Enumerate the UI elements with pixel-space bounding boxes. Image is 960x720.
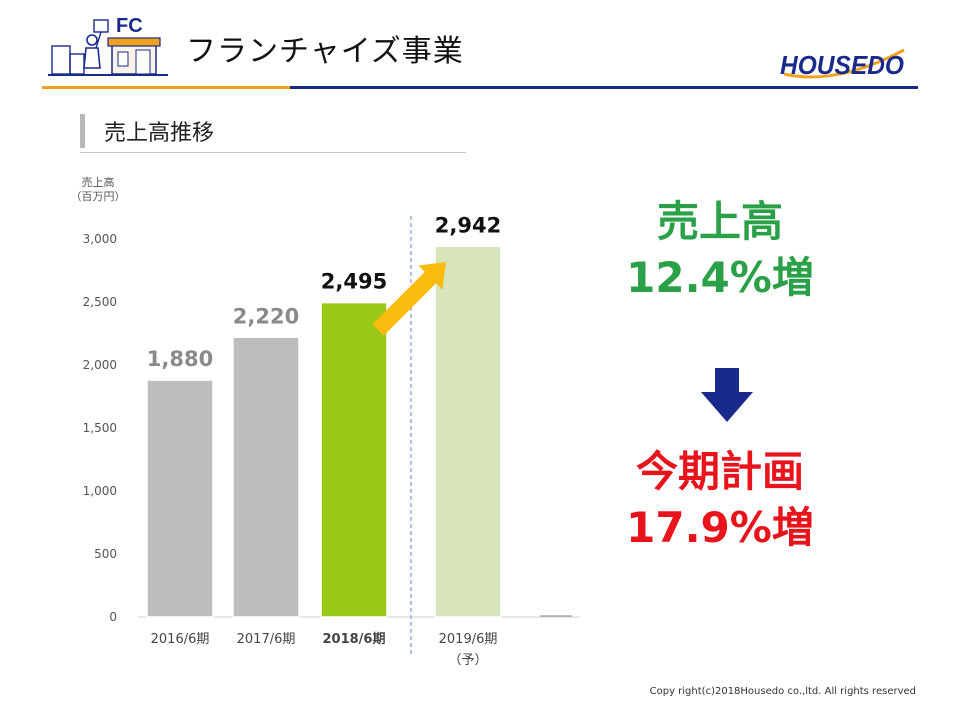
y-axis-label: 売上高: [82, 175, 115, 189]
x-tick-label: 2016/6期: [151, 632, 210, 647]
fc-shop-logo: FC: [48, 15, 168, 76]
x-tick-sublabel: （予）: [448, 653, 487, 668]
copyright-notice: Copy right(c)2018Housedo co.,ltd. All ri…: [649, 686, 916, 697]
header-rule-navy: [290, 86, 918, 89]
y-tick-label: 1,000: [83, 484, 117, 498]
value-label: 2,495: [321, 270, 387, 294]
y-axis-label: （百万円）: [71, 190, 126, 203]
value-label: 2,942: [435, 213, 501, 237]
y-tick-label: 0: [109, 610, 117, 624]
x-tick-label: 2017/6期: [237, 632, 296, 647]
section-underline: [80, 152, 466, 153]
header-rule-orange: [42, 86, 290, 89]
section-title: 売上高推移: [104, 121, 215, 146]
page-title: フランチャイズ事業: [186, 34, 464, 69]
sales-growth: 12.4%増: [626, 253, 814, 302]
y-tick-label: 1,500: [83, 421, 117, 435]
housedo-logo: HOUSEDO: [780, 48, 905, 80]
x-tick-label: 2018/6期: [323, 632, 386, 647]
fc-logo-text: FC: [116, 15, 143, 37]
growth-arrow-icon: [372, 262, 446, 336]
y-tick-label: 3,000: [83, 232, 117, 246]
bar-2016/6期: [146, 379, 214, 618]
bar-2017/6期: [232, 336, 300, 618]
down-arrow-icon: [701, 368, 753, 422]
value-label: 1,880: [147, 347, 213, 371]
y-tick-label: 2,500: [83, 295, 117, 309]
plan-label: 今期計画: [635, 447, 804, 496]
section-marker: [80, 114, 85, 148]
x-tick-label: 2019/6期: [439, 632, 498, 647]
brand-text: HOUSEDO: [780, 50, 904, 80]
value-label: 2,220: [233, 304, 299, 328]
bar-2019/6期: [434, 245, 502, 618]
sales-label: 売上高: [656, 197, 783, 246]
plan-growth: 17.9%増: [626, 503, 814, 552]
y-tick-label: 500: [94, 547, 117, 561]
growth-arrow-shape: [372, 262, 446, 336]
y-tick-label: 2,000: [83, 358, 117, 372]
bar-2018/6期: [320, 301, 388, 618]
